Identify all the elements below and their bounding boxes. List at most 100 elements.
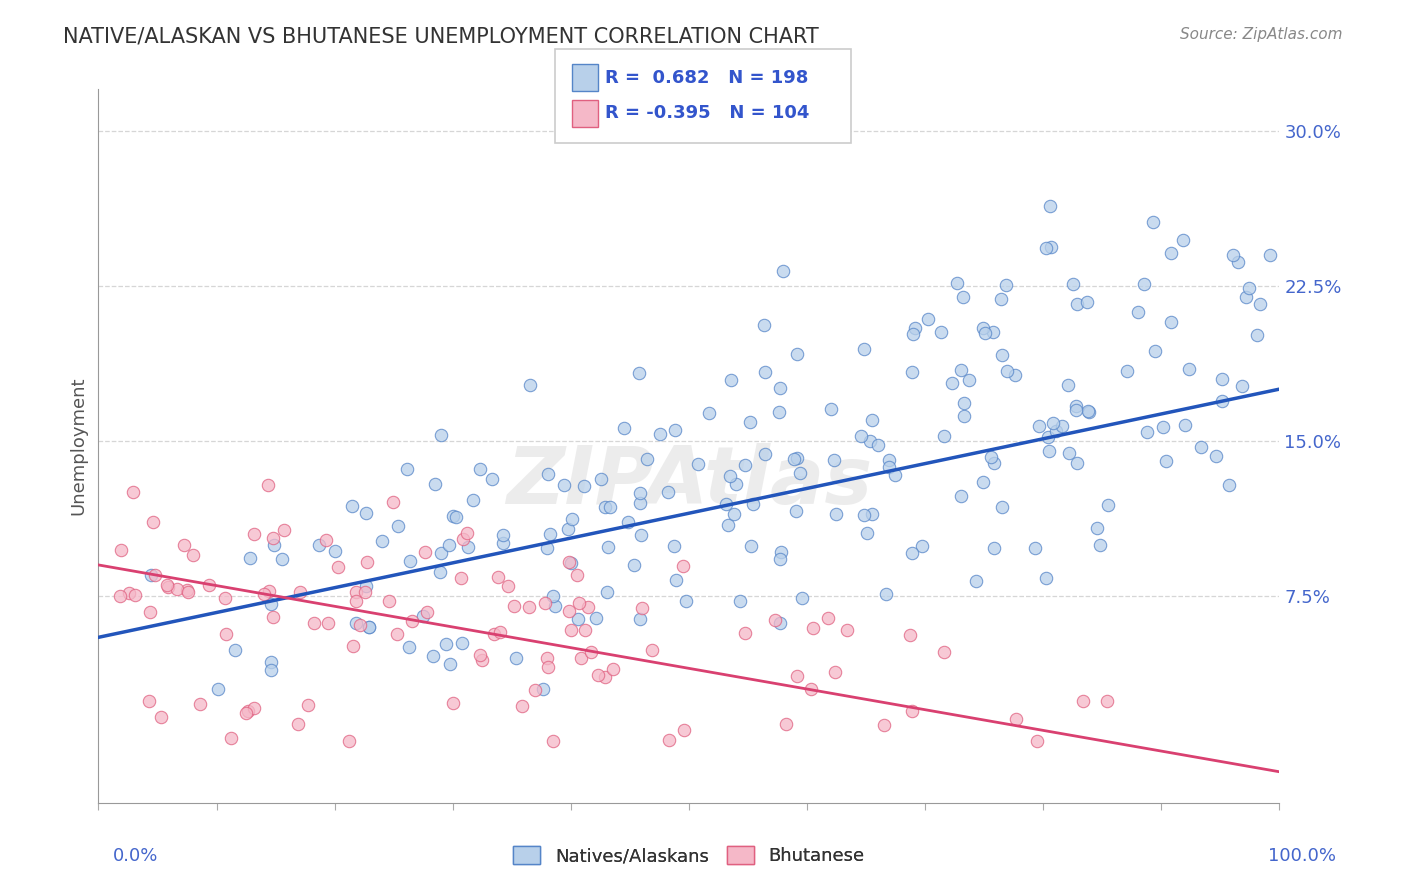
Point: [357, 619, 380, 633]
Point: [456, 526, 478, 541]
Point: [468, 648, 491, 662]
Point: [287, 717, 309, 731]
Point: [586, 667, 609, 681]
Point: [983, 456, 1005, 470]
Point: [219, 731, 242, 746]
Point: [124, 588, 146, 602]
Point: [1071, 694, 1094, 708]
Point: [342, 639, 364, 653]
Point: [1232, 379, 1254, 393]
Point: [429, 546, 451, 560]
Point: [785, 504, 807, 518]
Point: [714, 497, 737, 511]
Point: [965, 574, 987, 589]
Point: [1178, 362, 1201, 376]
Text: R =  0.682   N = 198: R = 0.682 N = 198: [605, 69, 808, 87]
Point: [544, 599, 567, 613]
Point: [786, 669, 808, 683]
Point: [1035, 241, 1057, 255]
Point: [488, 624, 510, 639]
Point: [1142, 214, 1164, 228]
Point: [990, 500, 1012, 514]
Point: [1066, 399, 1088, 413]
Point: [434, 637, 457, 651]
Point: [492, 536, 515, 550]
Point: [534, 596, 557, 610]
Point: [860, 413, 883, 427]
Point: [441, 696, 464, 710]
Point: [1064, 403, 1087, 417]
Point: [664, 539, 686, 553]
Point: [242, 701, 264, 715]
Point: [1258, 248, 1281, 262]
Point: [188, 697, 211, 711]
Point: [754, 366, 776, 380]
Point: [718, 469, 741, 483]
Point: [950, 363, 973, 377]
Point: [259, 597, 281, 611]
Point: [855, 525, 877, 540]
Point: [1028, 419, 1050, 434]
Point: [356, 555, 378, 569]
Point: [1024, 541, 1046, 555]
Point: [859, 434, 882, 449]
Point: [631, 601, 654, 615]
Point: [946, 276, 969, 290]
Point: [574, 623, 596, 637]
Point: [769, 615, 792, 630]
Point: [496, 579, 519, 593]
Y-axis label: Unemployment: Unemployment: [69, 376, 87, 516]
Point: [568, 596, 591, 610]
Point: [142, 515, 165, 529]
Point: [259, 655, 281, 669]
Point: [953, 396, 976, 410]
Point: [873, 718, 896, 732]
Point: [628, 612, 651, 626]
Point: [118, 586, 141, 600]
Point: [995, 364, 1018, 378]
Point: [1160, 246, 1182, 260]
Point: [541, 590, 564, 604]
Point: [371, 534, 394, 549]
Point: [235, 706, 257, 721]
Point: [820, 402, 842, 417]
Point: [672, 558, 695, 573]
Point: [357, 620, 380, 634]
Point: [950, 489, 973, 503]
Point: [1066, 296, 1088, 310]
Point: [239, 551, 262, 566]
Point: [450, 570, 472, 584]
Point: [1205, 450, 1227, 464]
Point: [824, 507, 846, 521]
Point: [122, 484, 145, 499]
Point: [901, 365, 924, 379]
Point: [236, 704, 259, 718]
Point: [628, 496, 651, 510]
Point: [1097, 498, 1119, 512]
Point: [972, 475, 994, 489]
Point: [1246, 328, 1268, 343]
Point: [636, 451, 658, 466]
Point: [273, 523, 295, 537]
Point: [740, 415, 762, 429]
Point: [181, 548, 204, 562]
Point: [378, 594, 401, 608]
Point: [769, 381, 792, 395]
Text: NATIVE/ALASKAN VS BHUTANESE UNEMPLOYMENT CORRELATION CHART: NATIVE/ALASKAN VS BHUTANESE UNEMPLOYMENT…: [63, 27, 820, 46]
Point: [297, 698, 319, 713]
Point: [617, 515, 640, 529]
Text: ZIPAtlas: ZIPAtlas: [506, 442, 872, 521]
Point: [995, 278, 1018, 293]
Point: [323, 544, 346, 558]
Point: [1077, 404, 1099, 418]
Point: [593, 500, 616, 515]
Point: [673, 723, 696, 737]
Point: [740, 539, 762, 553]
Point: [138, 694, 160, 708]
Point: [567, 612, 589, 626]
Point: [1115, 364, 1137, 378]
Point: [697, 406, 720, 420]
Point: [444, 510, 467, 524]
Point: [1036, 430, 1059, 444]
Point: [593, 670, 616, 684]
